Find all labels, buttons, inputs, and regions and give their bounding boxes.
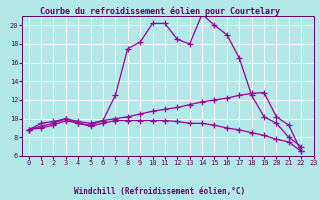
Text: Courbe du refroidissement éolien pour Courtelary: Courbe du refroidissement éolien pour Co… bbox=[40, 6, 280, 16]
Text: Windchill (Refroidissement éolien,°C): Windchill (Refroidissement éolien,°C) bbox=[75, 187, 245, 196]
